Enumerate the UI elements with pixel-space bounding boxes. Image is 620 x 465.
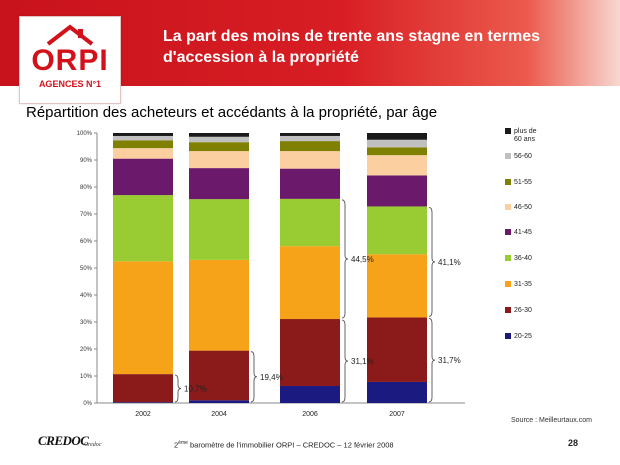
legend-swatch-26-30: [505, 307, 511, 313]
y-tick-label: 100%: [77, 131, 93, 137]
annotation-brace: [341, 319, 349, 403]
legend-swatch-46-50: [505, 204, 511, 210]
legend-swatch-20-25: [505, 333, 511, 339]
bar-segment-2002-41-45: [113, 158, 173, 196]
annotation-brace: [428, 206, 436, 317]
x-tick-label: 2007: [389, 411, 405, 418]
annotation-brace: [250, 351, 258, 403]
y-tick-label: 10%: [80, 374, 93, 380]
bar-segment-2004-41-45: [189, 168, 249, 200]
annotation-label: 41,1%: [438, 258, 461, 267]
legend-label: plus de 60 ans: [514, 128, 537, 143]
credoc-name: CREDOC: [38, 433, 89, 448]
y-tick-label: 90%: [80, 158, 93, 164]
annotation-label: 31,7%: [438, 356, 461, 365]
bar-segment-2007-20-25: [367, 381, 427, 403]
bar-segment-2004-20-25: [189, 400, 249, 403]
house-roof-icon: [46, 24, 94, 46]
y-tick-label: 60%: [80, 239, 93, 245]
bar-segment-2007-plus-de-60-ans: [367, 133, 427, 140]
legend-swatch-41-45: [505, 229, 511, 235]
legend-label: 36-40: [514, 255, 532, 262]
bar-segment-2006-20-25: [280, 385, 340, 403]
bar-segment-2006-26-30: [280, 319, 340, 386]
bar-segment-2006-plus-de-60-ans: [280, 133, 340, 136]
annotation-label: 44,5%: [351, 255, 374, 264]
page-number: 28: [568, 438, 579, 448]
bar-segment-2002-plus-de-60-ans: [113, 133, 173, 136]
legend-label-line: plus de: [514, 128, 537, 135]
legend-label: 46-50: [514, 204, 532, 211]
bar-segment-2004-26-30: [189, 350, 249, 401]
annotation-brace: [341, 199, 349, 319]
legend-swatch-31-35: [505, 281, 511, 287]
legend-swatch-56-60: [505, 153, 511, 159]
y-tick-label: 50%: [80, 266, 93, 272]
footer-ordinal: 2: [174, 440, 179, 450]
bar-segment-2002-46-50: [113, 148, 173, 159]
legend-label: 31-35: [514, 281, 532, 288]
legend-label: 20-25: [514, 333, 532, 340]
x-tick-label: 2006: [302, 411, 318, 418]
logo-tagline: AGENCES N°1: [38, 79, 102, 89]
legend-swatch-plus-de-60-ans: [505, 128, 511, 134]
logo-name: ORPI: [31, 44, 109, 77]
footer-text: 2ème baromètre de l'immobilier ORPI – CR…: [174, 440, 394, 450]
y-tick-label: 80%: [80, 185, 93, 191]
bar-segment-2002-56-60: [113, 135, 173, 141]
bar-segment-2007-56-60: [367, 139, 427, 148]
bar-segment-2002-51-55: [113, 140, 173, 149]
bar-segment-2002-26-30: [113, 374, 173, 403]
bar-segment-2004-plus-de-60-ans: [189, 133, 249, 137]
chart-title: Répartition des acheteurs et accédants à…: [26, 104, 438, 121]
legend-label-line: 60 ans: [514, 136, 536, 143]
bar-segment-2007-31-35: [367, 254, 427, 318]
bar-segment-2004-46-50: [189, 151, 249, 169]
annotation-brace: [428, 317, 436, 403]
bar-segment-2002-31-35: [113, 261, 173, 375]
legend-swatch-51-55: [505, 179, 511, 185]
bar-segment-2007-46-50: [367, 155, 427, 176]
bar-segment-2006-51-55: [280, 141, 340, 152]
bar-segment-2007-36-40: [367, 206, 427, 255]
annotation-label: 10,7%: [184, 385, 207, 394]
legend-label: 51-55: [514, 179, 532, 186]
annotation-label: 19,4%: [260, 373, 283, 382]
legend-label: 41-45: [514, 229, 532, 236]
footer-ordinal-suffix: ème: [178, 440, 188, 446]
annotation-brace: [174, 374, 182, 403]
bar-segment-2004-51-55: [189, 142, 249, 152]
page-title: La part des moins de trente ans stagne e…: [163, 28, 541, 66]
legend-swatch-36-40: [505, 255, 511, 261]
footer-label: baromètre de l'immobilier ORPI – CREDOC …: [187, 440, 394, 450]
legend-label: 26-30: [514, 307, 532, 314]
bar-segment-2004-31-35: [189, 259, 249, 351]
bar-segment-2004-56-60: [189, 136, 249, 143]
bar-segment-2002-20-25: [113, 402, 173, 403]
bar-segment-2006-31-35: [280, 246, 340, 320]
y-tick-label: 70%: [80, 212, 93, 218]
y-tick-label: 40%: [80, 293, 93, 299]
bar-segment-2007-41-45: [367, 175, 427, 207]
bar-segment-2007-26-30: [367, 317, 427, 382]
y-tick-label: 20%: [80, 347, 93, 353]
legend-label: 56-60: [514, 153, 532, 160]
source-note: Source : Meilleurtaux.com: [511, 417, 592, 424]
y-tick-label: 0%: [83, 401, 92, 407]
orpi-logo: ORPI AGENCES N°1: [19, 16, 121, 104]
bar-segment-2006-56-60: [280, 135, 340, 142]
bar-segment-2006-41-45: [280, 168, 340, 199]
annotation-label: 31,1%: [351, 357, 374, 366]
x-tick-label: 2004: [211, 411, 227, 418]
bar-segment-2006-46-50: [280, 151, 340, 169]
bar-segment-2007-51-55: [367, 147, 427, 156]
bar-segment-2002-36-40: [113, 195, 173, 262]
credoc-logo: CREDOC: [38, 433, 89, 449]
credoc-logo-subtitle: Credoc: [84, 442, 102, 448]
x-tick-label: 2002: [135, 411, 151, 418]
y-tick-label: 30%: [80, 320, 93, 326]
bar-segment-2006-36-40: [280, 198, 340, 247]
bar-segment-2004-36-40: [189, 199, 249, 260]
